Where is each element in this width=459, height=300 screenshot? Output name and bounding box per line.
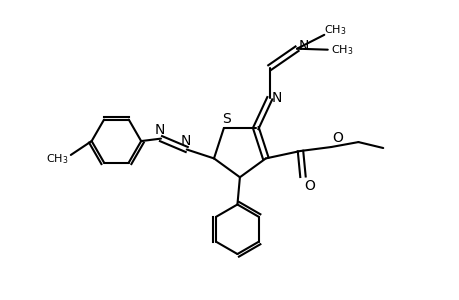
Text: O: O (304, 179, 315, 193)
Text: N: N (155, 123, 165, 137)
Text: S: S (222, 112, 230, 126)
Text: CH$_3$: CH$_3$ (330, 43, 353, 57)
Text: N: N (271, 91, 281, 105)
Text: CH$_3$: CH$_3$ (45, 152, 68, 166)
Text: N: N (180, 134, 190, 148)
Text: N: N (298, 39, 308, 53)
Text: CH$_3$: CH$_3$ (323, 23, 346, 37)
Text: O: O (331, 131, 342, 145)
